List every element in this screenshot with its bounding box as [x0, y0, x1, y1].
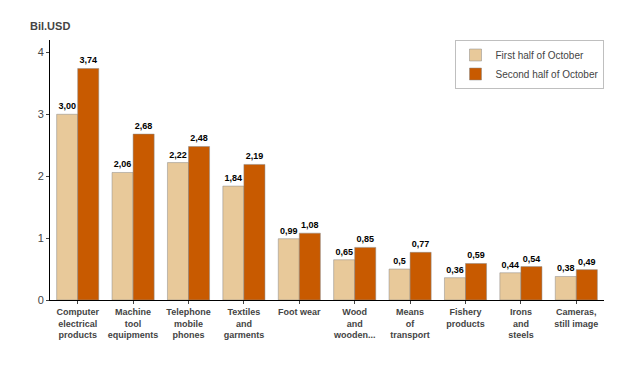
svg-text:0,99: 0,99	[280, 226, 298, 236]
svg-text:1,84: 1,84	[225, 173, 243, 183]
svg-text:0,38: 0,38	[557, 263, 575, 273]
svg-text:Meansoftransport: Meansoftransport	[390, 307, 430, 340]
svg-text:2,19: 2,19	[246, 151, 264, 161]
svg-text:3: 3	[38, 108, 44, 120]
svg-text:2,48: 2,48	[190, 133, 208, 143]
svg-text:0,54: 0,54	[523, 254, 541, 264]
svg-text:1: 1	[38, 232, 44, 244]
svg-text:3,74: 3,74	[79, 55, 97, 65]
svg-text:1,08: 1,08	[301, 220, 319, 230]
svg-text:Woodandwooden...: Woodandwooden...	[333, 307, 376, 340]
svg-text:2,06: 2,06	[114, 159, 132, 169]
svg-text:0: 0	[38, 294, 44, 306]
svg-text:3,00: 3,00	[58, 101, 76, 111]
svg-text:0,85: 0,85	[356, 234, 374, 244]
svg-text:0,44: 0,44	[502, 260, 520, 270]
svg-text:0,36: 0,36	[446, 265, 464, 275]
svg-text:Machinetoolequipments: Machinetoolequipments	[108, 307, 159, 340]
svg-text:2: 2	[38, 170, 44, 182]
svg-text:0,5: 0,5	[393, 256, 406, 266]
svg-text:Fisheryproducts: Fisheryproducts	[446, 307, 485, 329]
svg-text:Bil.USD: Bil.USD	[30, 20, 70, 32]
svg-text:Computerelectricalproducts: Computerelectricalproducts	[56, 307, 99, 340]
svg-text:0,77: 0,77	[412, 239, 430, 249]
svg-text:0,65: 0,65	[335, 247, 353, 257]
svg-text:Ironsandsteels: Ironsandsteels	[508, 307, 534, 340]
svg-text:First half of October: First half of October	[496, 50, 584, 61]
svg-text:Textilesandgarments: Textilesandgarments	[224, 307, 265, 340]
svg-text:Second half of October: Second half of October	[496, 69, 599, 80]
svg-text:0,59: 0,59	[467, 250, 485, 260]
svg-text:2,22: 2,22	[169, 150, 187, 160]
svg-text:Telephonemobilephones: Telephonemobilephones	[166, 307, 210, 340]
svg-text:Cameras,still image: Cameras,still image	[554, 307, 598, 329]
svg-text:0,49: 0,49	[578, 257, 596, 267]
svg-text:4: 4	[38, 46, 44, 58]
svg-text:2,68: 2,68	[135, 121, 153, 131]
svg-text:Foot wear: Foot wear	[278, 307, 321, 317]
